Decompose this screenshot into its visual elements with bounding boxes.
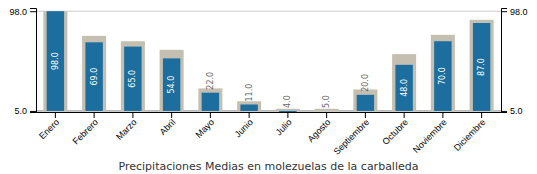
bar [121,41,145,111]
bar [434,41,451,111]
x-tick-mark [210,112,211,118]
x-tick-mark [249,112,250,118]
y2-axis: 5.0 98.0 [501,7,528,117]
bar-series [43,11,493,111]
x-tick: Junio [233,112,255,139]
x-tick: Febrero [71,112,100,147]
y-axis-tick-label: 98.0 [9,7,27,17]
x-tick: Abril [158,112,178,137]
x-tick-label: Septiembre [332,117,372,157]
bar-series [47,11,491,112]
y2-axis-tick: 5.0 [501,106,523,116]
x-tick: Enero [37,112,61,141]
data-label: 4.0 [283,95,292,108]
bar [276,109,300,111]
y-axis-tick: 98.0 [9,7,36,17]
x-tick-label: Julio [274,117,294,137]
bar [279,111,296,112]
x-tick-label: Octubre [380,117,410,147]
data-label: 5.0 [322,95,331,108]
bar [315,109,339,111]
x-tick-mark [171,112,172,118]
x-tick-mark [287,112,288,118]
y-axis-tick-label: 5.0 [14,106,27,116]
bar [431,35,455,111]
bar [357,95,374,111]
bar [202,93,219,111]
y2-axis-tick-mark [501,11,507,12]
y2-axis-line [502,9,508,113]
bar [85,42,102,111]
y-axis-tick-mark [30,11,36,12]
x-tick-label: Abril [158,117,178,137]
y2-axis-tick: 98.0 [501,7,528,17]
y2-axis-tick-label: 98.0 [510,7,528,17]
bar [395,65,412,111]
data-label: 22.0 [206,72,215,90]
x-tick-label: Diciembre [452,117,488,153]
x-axis: Enero Febrero Marzo Abril Mayo Junio Julio Agos… [37,112,502,157]
data-label: 69.0 [90,68,99,86]
bar [318,110,335,111]
x-tick: Noviembre [411,112,449,155]
bar [198,88,222,111]
y2-axis-tick-label: 5.0 [510,106,523,116]
bar [43,11,67,111]
x-tick-label: Junio [233,117,255,139]
x-tick-label: Marzo [114,117,139,142]
bar [163,58,180,111]
x-tick: Julio [274,112,294,137]
bar [392,54,416,111]
bar [470,20,494,111]
x-tick-label: Enero [37,117,61,141]
data-label: 54.0 [167,76,176,94]
data-label: 11.0 [245,84,254,102]
x-tick: Septiembre [332,112,372,157]
x-tick-mark [94,112,95,118]
x-tick-mark [365,112,366,118]
x-tick-label: Mayo [194,117,217,140]
y-axis: 5.0 98.0 [9,7,36,117]
bar [160,50,184,111]
bar [124,47,141,111]
grid-line [36,11,501,12]
data-label: 20.0 [361,74,370,92]
bar [82,36,106,111]
bar [240,104,257,110]
y-axis-tick: 5.0 [14,106,36,116]
x-tick-label: Noviembre [411,117,449,155]
data-label: 65.0 [128,70,137,88]
title: Precipitaciones Medias en molezuelas de … [119,160,419,173]
data-label: 98.0 [51,52,60,70]
x-tick: Agosto [306,112,333,144]
plot-area [43,11,493,112]
x-tick-mark [442,112,443,118]
x-tick-mark [326,112,327,118]
grid [36,11,501,111]
x-tick-mark [481,112,482,118]
x-tick-mark [55,112,56,118]
x-tick-label: Febrero [71,117,100,146]
x-tick: Marzo [114,112,139,142]
data-label: 48.0 [400,79,409,97]
x-tick: Diciembre [452,112,488,153]
data-label: 70.0 [438,67,447,85]
x-tick-mark [132,112,133,118]
y2-axis-tick-mark [501,111,507,112]
bar [473,23,490,111]
bar [47,11,64,111]
x-tick-mark [404,112,405,118]
y-axis-tick-mark [30,111,36,112]
bar [237,101,261,111]
x-tick: Mayo [194,112,217,140]
x-axis-line [37,112,502,113]
y-axis-line [30,9,37,113]
data-labels: 98.0 69.0 65.0 54.0 22.0 11.0 4.0 5.0 20.0 48.0 70… [51,52,486,108]
chart: 98.0 69.0 65.0 54.0 22.0 11.0 4.0 5.0 20.0 48.0 70… [0,0,537,174]
x-tick: Octubre [380,112,410,147]
data-label: 87.0 [477,58,486,76]
x-tick-label: Agosto [306,117,333,144]
